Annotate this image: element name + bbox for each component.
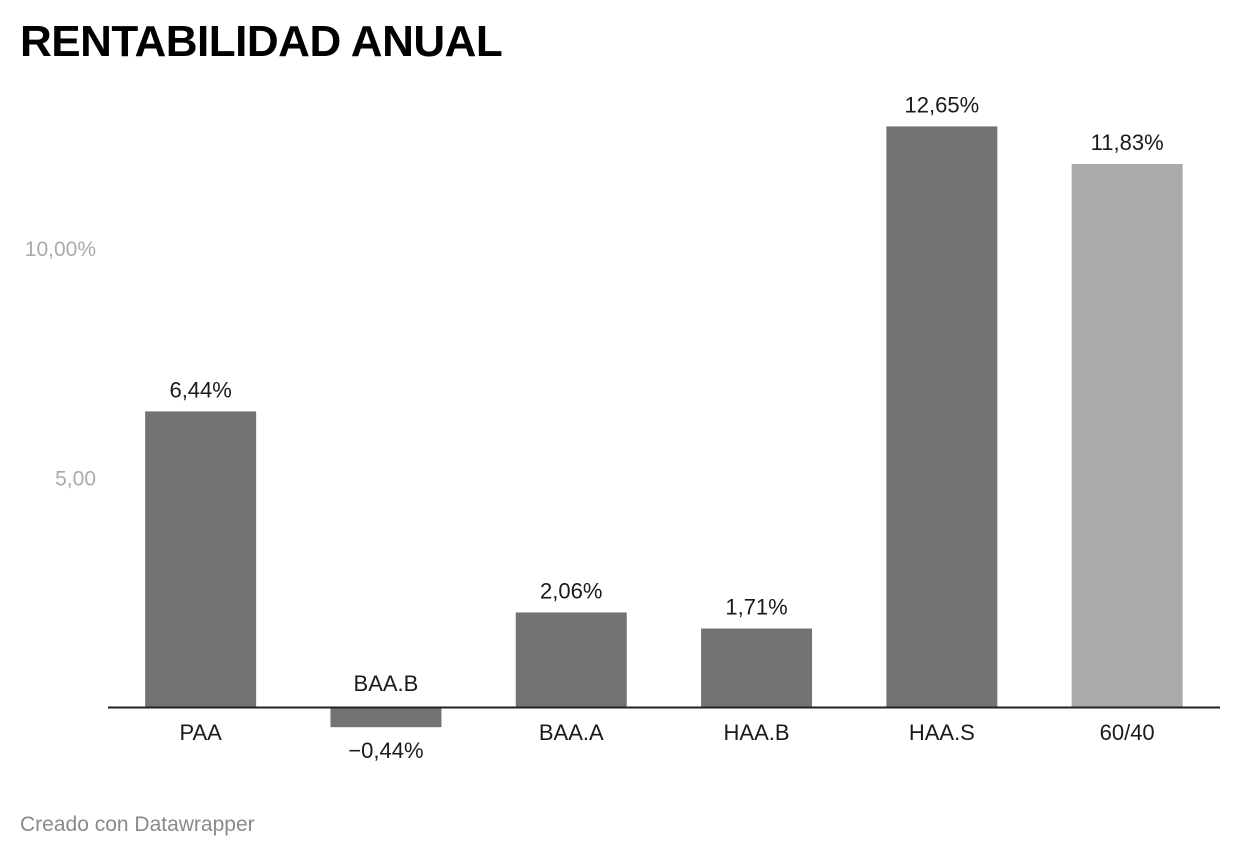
category-label: HAA.S <box>909 720 975 745</box>
bar <box>701 628 813 707</box>
value-label: 11,83% <box>1091 130 1164 155</box>
bar <box>330 707 442 728</box>
y-tick-label: 5,00 <box>55 468 96 491</box>
bar <box>1071 164 1183 708</box>
category-label: HAA.B <box>724 720 790 745</box>
category-label: BAA.B <box>354 671 419 696</box>
bar <box>145 411 257 707</box>
value-label: 6,44% <box>169 377 231 402</box>
category-label: BAA.A <box>539 720 604 745</box>
chart-title: RENTABILIDAD ANUAL <box>20 17 503 66</box>
value-label: 12,65% <box>905 92 980 117</box>
y-tick-label: 10,00% <box>25 238 96 261</box>
category-label: 60/40 <box>1100 720 1155 745</box>
value-label: 1,71% <box>725 595 787 620</box>
category-label: PAA <box>179 720 222 745</box>
credit-text: Creado con Datawrapper <box>20 813 255 836</box>
bar <box>886 126 998 708</box>
value-label: 2,06% <box>540 578 602 603</box>
bar <box>515 612 627 707</box>
value-label: −0,44% <box>348 738 423 763</box>
